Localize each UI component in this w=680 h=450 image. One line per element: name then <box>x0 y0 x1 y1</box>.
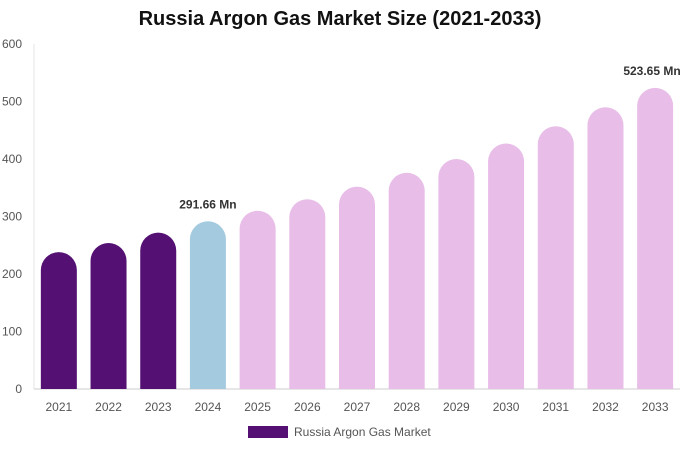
bar-2032 <box>587 107 624 389</box>
bar-2029 <box>438 159 475 389</box>
y-tick-label: 400 <box>2 152 22 166</box>
y-tick-label: 0 <box>15 382 22 396</box>
x-tick-label: 2022 <box>95 400 122 414</box>
x-tick-label: 2030 <box>493 400 520 414</box>
bar-2027 <box>339 186 375 389</box>
bar-2031 <box>537 126 574 390</box>
data-label: 291.66 Mn <box>179 197 236 211</box>
chart-title: Russia Argon Gas Market Size (2021-2033) <box>138 8 542 30</box>
legend: Russia Argon Gas Market <box>248 425 431 439</box>
bar-2021 <box>40 252 77 389</box>
legend-swatch <box>248 426 288 438</box>
x-tick-label: 2023 <box>145 400 172 414</box>
bar-2023 <box>140 232 177 389</box>
y-tick-label: 500 <box>2 95 22 109</box>
x-tick-label: 2026 <box>294 400 321 414</box>
x-tick-label: 2029 <box>443 400 470 414</box>
x-tick-label: 2027 <box>344 400 371 414</box>
bar-2022 <box>90 242 127 389</box>
bar-2033 <box>637 87 674 390</box>
bar-2025 <box>239 210 276 389</box>
bar-2028 <box>388 172 425 389</box>
data-label: 523.65 Mn <box>623 64 680 78</box>
x-tick-label: 2028 <box>393 400 420 414</box>
y-tick-label: 200 <box>2 267 22 281</box>
x-tick-label: 2033 <box>642 400 669 414</box>
bar-2024 <box>189 221 226 389</box>
x-tick-label: 2032 <box>592 400 619 414</box>
x-tick-label: 2031 <box>542 400 569 414</box>
bar-2030 <box>488 143 525 389</box>
x-tick-label: 2021 <box>45 400 72 414</box>
x-tick-label: 2024 <box>195 400 222 414</box>
y-tick-label: 600 <box>2 37 22 51</box>
legend-label: Russia Argon Gas Market <box>294 425 431 439</box>
y-tick-label: 300 <box>2 210 22 224</box>
y-tick-label: 100 <box>2 325 22 339</box>
bar-2026 <box>289 199 326 389</box>
x-tick-label: 2025 <box>244 400 271 414</box>
